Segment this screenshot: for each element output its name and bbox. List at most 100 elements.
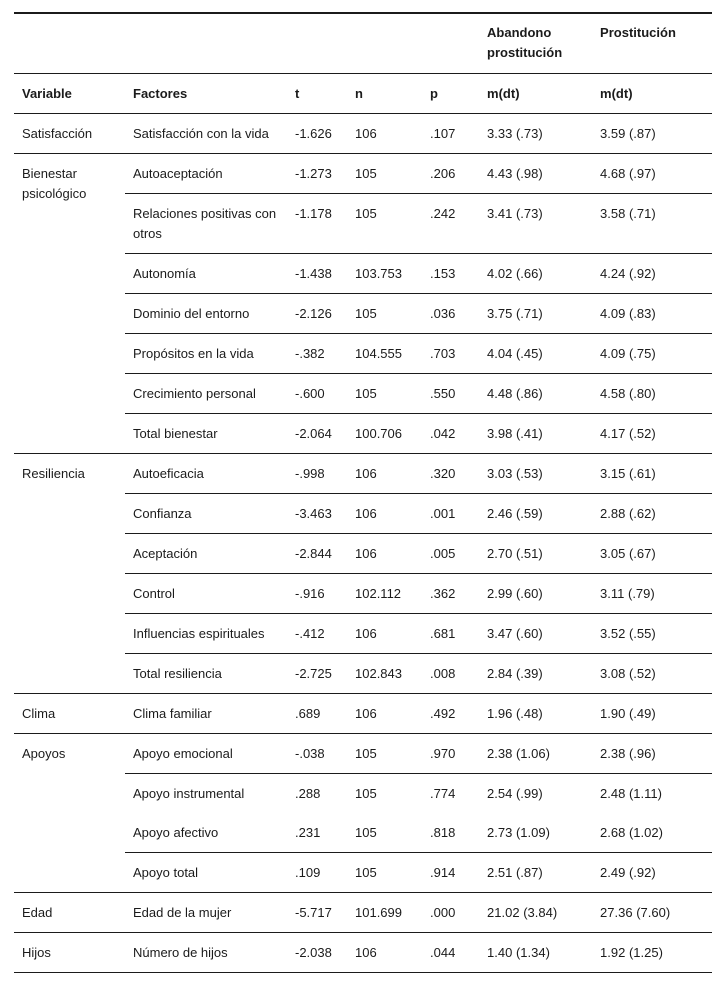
factor-cell: Control: [125, 573, 287, 614]
p-cell: .107: [422, 113, 480, 154]
p-cell: .320: [422, 453, 480, 494]
m-abandono-cell: 2.99 (.60): [479, 573, 593, 614]
n-cell: 105: [347, 293, 422, 334]
t-cell: -1.178: [287, 193, 347, 254]
n-cell: 100.706: [347, 413, 422, 454]
p-cell: .036: [422, 293, 480, 334]
p-cell: .242: [422, 193, 480, 254]
n-cell: 105: [355, 786, 377, 801]
m-prostitucion-cell: 1.90 (.49): [592, 693, 713, 734]
factor-cell: Autonomía: [125, 253, 287, 294]
n-cell: 102.112: [347, 573, 422, 614]
m-prostitucion-cell: 2.49 (.92): [592, 852, 713, 893]
m-abandono-cell: 21.02 (3.84): [479, 892, 593, 933]
t-cell: -.412: [287, 613, 347, 654]
t-cell: -.038: [287, 733, 347, 774]
m-abandono-cell: 3.03 (.53): [479, 453, 593, 494]
m-prostitucion-cell: 4.58 (.80): [592, 373, 713, 414]
m-abandono-cell: 1.96 (.48): [479, 693, 593, 734]
n-cell: 106: [347, 493, 422, 534]
factor-cell: Confianza: [125, 493, 287, 534]
t-cell: .109: [287, 852, 347, 893]
variable-cell: Hijos: [14, 932, 125, 973]
column-header-t: t: [287, 73, 347, 114]
factor-cell: Aceptación: [125, 533, 287, 574]
table-row: Apoyo total .109 105.914 2.51 (.87) 2.49 (.9…: [14, 852, 713, 893]
n-cell: 106: [347, 613, 422, 654]
factor-cell: Total bienestar: [125, 413, 287, 454]
variable-cell: Resiliencia: [14, 453, 125, 694]
t-cell: .288: [295, 786, 321, 801]
n-cell: 105: [347, 852, 422, 893]
table-row: Control -.916 102.112.362 2.99 (.60) 3.11 (.…: [14, 573, 713, 614]
p-cell: .044: [422, 932, 480, 973]
m-abandono-cell: 4.02 (.66): [479, 253, 593, 294]
m-abandono-cell: 2.84 (.39): [479, 653, 593, 694]
variable-cell: Apoyos: [14, 733, 125, 893]
p-cell: .001: [422, 493, 480, 534]
factor-cell: Satisfacción con la vida: [125, 113, 287, 154]
factor-cell: Crecimiento personal: [125, 373, 287, 414]
t-cell: -2.064: [287, 413, 347, 454]
p-cell: .681: [422, 613, 480, 654]
factor-cell: Apoyo instrumental: [133, 786, 245, 801]
p-cell: .970: [422, 733, 480, 774]
p-cell: .914: [422, 852, 480, 893]
n-cell: 101.699: [347, 892, 422, 933]
table-row: Confianza -3.463 106.001 2.46 (.59) 2.88 (.6…: [14, 493, 713, 534]
t-cell: -5.717: [287, 892, 347, 933]
factor-cell: Apoyo emocional: [125, 733, 287, 774]
t-cell: -2.126: [287, 293, 347, 334]
table-row: Total bienestar -2.064 100.706.042 3.98 (.4…: [14, 413, 713, 454]
p-cell: .008: [422, 653, 480, 694]
table-row: Edad Edad de la mujer -5.717 101.699.000 21.…: [14, 892, 713, 933]
table-row: Total resiliencia -2.725 102.843.008 2.84 (…: [14, 653, 713, 694]
p-cell: .492: [422, 693, 480, 734]
factor-cell: Número de hijos: [125, 932, 287, 973]
column-header-n: n: [347, 73, 422, 114]
m-abandono-cell: 4.04 (.45): [479, 333, 593, 374]
n-cell: 105: [347, 153, 422, 194]
m-abandono-cell: 2.38 (1.06): [479, 733, 593, 774]
table-row: Relaciones positivas con otros -1.178 105.…: [14, 193, 713, 254]
t-cell: -.600: [287, 373, 347, 414]
group-header-abandono: Abandono prostitución: [479, 13, 593, 74]
table-row: Apoyo instrumental .288 105 .774 2.54 (.99) 2…: [14, 774, 712, 814]
m-abandono-cell: 2.54 (.99): [487, 786, 543, 801]
table-row: Satisfacción Satisfacción con la vida -1.6…: [14, 113, 713, 154]
n-cell: 106: [347, 113, 422, 154]
n-cell: 104.555: [347, 333, 422, 374]
table-row: Dominio del entorno -2.126 105.036 3.75 (.7…: [14, 293, 713, 334]
factor-cell: Autoaceptación: [125, 153, 287, 194]
m-prostitucion-cell: 3.11 (.79): [592, 573, 713, 614]
m-abandono-cell: 4.48 (.86): [479, 373, 593, 414]
table-head: Abandono prostitución Prostitución Varia…: [14, 13, 713, 114]
table-body: Satisfacción Satisfacción con la vida -1.6…: [14, 113, 713, 973]
n-cell: 105: [347, 813, 422, 853]
m-prostitucion-cell: 2.68 (1.02): [592, 813, 713, 853]
column-header-m-prostitucion: m(dt): [592, 73, 713, 114]
m-prostitucion-cell: 2.38 (.96): [592, 733, 713, 774]
factor-cell: Total resiliencia: [125, 653, 287, 694]
column-header-variable: Variable: [14, 73, 125, 114]
p-cell: .550: [422, 373, 480, 414]
column-header-p: p: [422, 73, 480, 114]
factor-cell: Relaciones positivas con otros: [125, 193, 287, 254]
table-row: Bienestar psicológico Autoaceptación -1.27…: [14, 153, 713, 454]
m-abandono-cell: 3.33 (.73): [479, 113, 593, 154]
p-cell: .000: [422, 892, 480, 933]
t-cell: -1.626: [287, 113, 347, 154]
group-header-row: Abandono prostitución Prostitución: [14, 13, 713, 74]
table-row: Aceptación -2.844 106.005 2.70 (.51) 3.05 (.…: [14, 533, 713, 574]
factor-cell: Influencias espirituales: [125, 613, 287, 654]
t-cell: -.998: [287, 453, 347, 494]
group-header-prostitucion: Prostitución: [592, 13, 713, 74]
table-row: Apoyo afectivo .231 105.818 2.73 (1.09) 2.68…: [14, 813, 713, 853]
m-abandono-cell: 3.41 (.73): [479, 193, 593, 254]
m-prostitucion-cell: 3.05 (.67): [592, 533, 713, 574]
p-cell: .703: [422, 333, 480, 374]
m-prostitucion-cell: 2.88 (.62): [592, 493, 713, 534]
t-cell: .689: [287, 693, 347, 734]
n-cell: 106: [347, 533, 422, 574]
